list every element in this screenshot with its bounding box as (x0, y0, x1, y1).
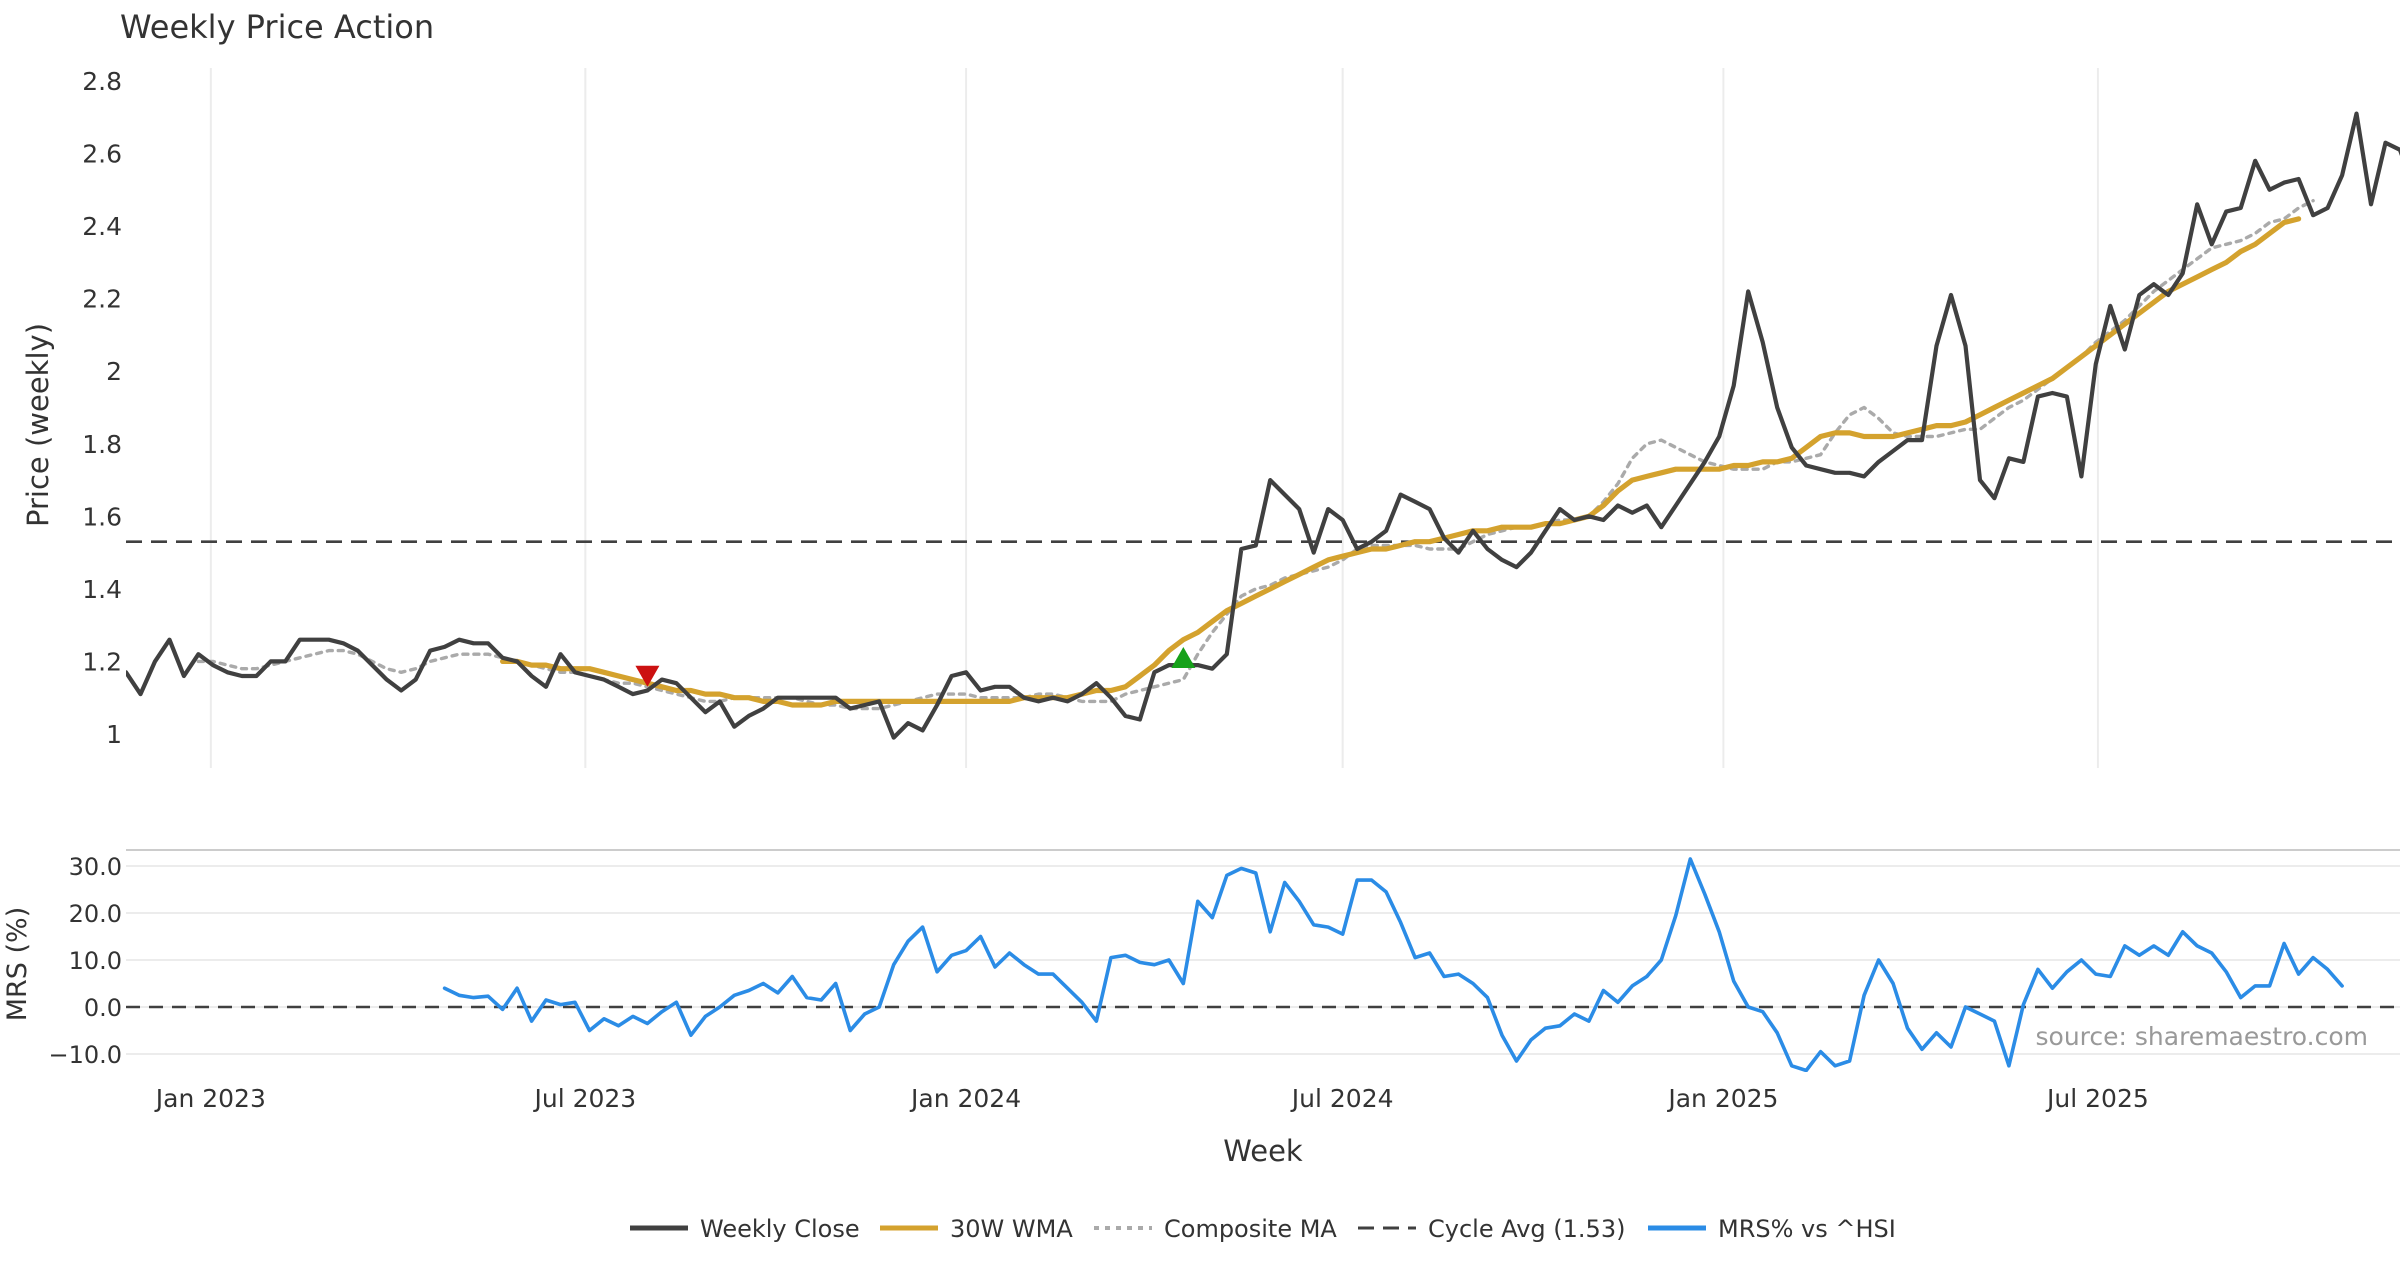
price-y-tick-label: 1.2 (82, 647, 122, 676)
x-tick-label: Jul 2023 (532, 1084, 636, 1113)
mrs-y-tick-label: 20.0 (69, 900, 122, 928)
x-tick-label: Jan 2023 (154, 1084, 266, 1113)
price-y-tick-label: 2.8 (82, 67, 122, 96)
price-y-tick-label: 2.6 (82, 140, 122, 169)
price-y-tick-label: 1 (106, 720, 122, 749)
buy-signal-marker (1171, 647, 1196, 669)
series-line-composite-ma (196, 198, 2315, 711)
price-y-tick-label: 1.4 (82, 575, 122, 604)
x-axis: Jan 2023 Jul 2023 Jan 2024 Jul 2024 Jan 2025… (154, 1084, 2149, 1113)
x-axis-label: Week (1223, 1134, 1303, 1168)
price-y-tick-label: 2 (106, 357, 122, 386)
legend-label-mrs-vs-hsi: MRS% vs ^HSI (1718, 1215, 1896, 1243)
price-y-tick-label: 2.2 (82, 285, 122, 314)
mrs-y-tick-label: 30.0 (69, 853, 122, 881)
series-line-30w-wma (500, 216, 2302, 708)
x-tick-label: Jan 2025 (1666, 1084, 1778, 1113)
price-y-tick-label: 1.6 (82, 502, 122, 531)
price-y-tick-label: 1.8 (82, 430, 122, 459)
legend-label-composite-ma: Composite MA (1164, 1215, 1337, 1243)
mrs-y-axis-label: MRS (%) (2, 907, 33, 1022)
legend-label-weekly-close: Weekly Close (700, 1215, 860, 1243)
legend-label-cycle-avg-1-53: Cycle Avg (1.53) (1428, 1215, 1625, 1243)
mrs-panel: −10.0 0.0 10.0 20.0 30.0 (48, 849, 2400, 1072)
x-tick-label: Jul 2024 (1290, 1084, 1394, 1113)
price-y-tick-label: 2.4 (82, 212, 122, 241)
legend: Weekly Close 30W WMA Composite MA Cycle Avg… (630, 1215, 1896, 1243)
price-y-axis-label: Price (weekly) (21, 323, 55, 527)
series-line-mrs-vs-hsi (442, 857, 2344, 1072)
mrs-y-tick-label: 10.0 (69, 947, 122, 975)
x-tick-label: Jul 2025 (2045, 1084, 2149, 1113)
mrs-y-tick-label: 0.0 (84, 994, 122, 1022)
price-panel: 1 1.2 1.4 1.6 1.8 2 2.2 2.4 2.6 2.8 (82, 67, 2400, 768)
x-tick-label: Jan 2024 (909, 1084, 1021, 1113)
chart-title: Weekly Price Action (120, 8, 434, 46)
series-line-weekly-close (126, 111, 2400, 740)
legend-label-30w-wma: 30W WMA (950, 1215, 1073, 1243)
mrs-y-tick-label: −10.0 (48, 1041, 122, 1069)
source-watermark: source: sharemaestro.com (2036, 1022, 2369, 1051)
sell-signal-marker (635, 665, 660, 687)
